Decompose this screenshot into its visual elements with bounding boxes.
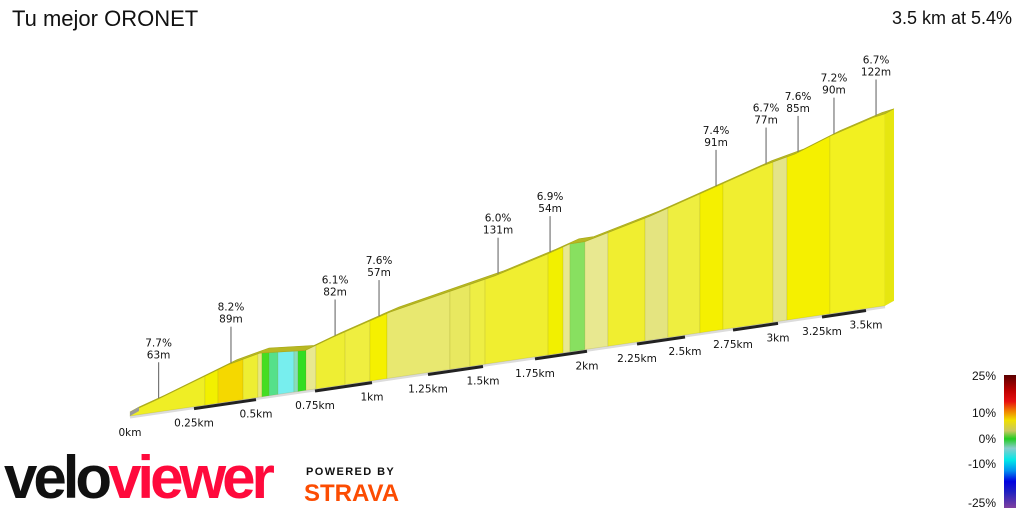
gradient-band (772, 156, 788, 323)
axis-tick-segment (193, 398, 257, 411)
annotation-gradient: 7.7% (145, 337, 172, 349)
strava-logo[interactable]: STRAVA (304, 480, 400, 507)
gradient-band (293, 350, 299, 393)
gradient-band (484, 253, 549, 365)
gradient-band (129, 375, 206, 417)
gradient-band (261, 352, 270, 398)
gradient-band (562, 243, 571, 354)
gradient-band (547, 246, 564, 356)
annotation-gradient: 6.7% (753, 103, 780, 115)
gradient-band (277, 350, 295, 395)
annotation-length: 77m (754, 115, 778, 127)
legend-label: 10% (972, 406, 996, 420)
axis-tick-segment (636, 335, 686, 346)
gradient-band (829, 113, 886, 315)
gradient-band (257, 352, 263, 398)
gradient-band (217, 358, 244, 404)
axis-tick-segment (314, 381, 373, 393)
gradient-band (667, 193, 701, 338)
gradient-band (469, 278, 486, 367)
annotation-gradient: 6.9% (537, 191, 564, 203)
axis-tick-segment (821, 309, 867, 319)
gradient-legend-bar (1004, 375, 1016, 508)
gradient-band (297, 349, 307, 392)
annotation-gradient: 6.0% (485, 213, 512, 225)
veloviewer-logo[interactable]: veloviewer (4, 448, 275, 508)
gradient-band (722, 161, 774, 330)
profile-top-face (129, 108, 895, 413)
axis-tick-segment (732, 321, 779, 332)
distance-tick-label: 1.5km (466, 375, 499, 387)
legend-label: -10% (968, 457, 996, 471)
distance-tick-labels: 0km 0.25km 0.5km 0.75km 1km 1.25km 1.5km 1.75km… (119, 320, 883, 439)
legend-label: 25% (972, 369, 996, 383)
gradient-band (315, 331, 346, 390)
annotation-gradient: 6.7% (863, 55, 890, 67)
logo-viewer: viewer (108, 444, 275, 511)
distance-tick-label: 2.25km (617, 353, 657, 365)
climb-annotations: 7.7%63m8.2%89m6.1%82m7.6%57m6.0%131m6.9%… (145, 55, 891, 399)
annotation-gradient: 7.6% (785, 91, 812, 103)
profile-top-surface (129, 108, 895, 416)
gradient-bands (129, 108, 895, 417)
distance-tick-label: 3.5km (849, 320, 882, 332)
logo-velo: velo (4, 444, 112, 511)
route-summary: 3.5 km at 5.4% (891, 8, 1012, 28)
powered-by-label: POWERED BY (306, 466, 396, 478)
legend-label: -25% (968, 496, 996, 510)
annotation-length: 82m (323, 286, 347, 298)
distance-tick-label: 0km (119, 427, 142, 439)
annotation-length: 90m (822, 85, 846, 97)
legend-label: 0% (979, 432, 997, 446)
distance-tick-label: 1.75km (515, 368, 555, 380)
annotation-length: 63m (147, 349, 171, 361)
distance-tick-label: 3.25km (802, 326, 842, 338)
annotation-length: 57m (367, 267, 391, 279)
axis-tick-segment (534, 349, 588, 361)
annotation-gradient: 8.2% (218, 302, 245, 314)
gradient-band (584, 232, 609, 351)
annotation-length: 85m (786, 103, 810, 115)
route-title: Tu mejor ORONET (12, 6, 199, 31)
annotation-gradient: 7.2% (821, 73, 848, 85)
annotation-length: 122m (861, 67, 891, 79)
annotation-gradient: 6.1% (322, 274, 349, 286)
gradient-band (644, 207, 669, 342)
gradient-band (699, 182, 724, 334)
gradient-band (369, 312, 388, 382)
gradient-band (305, 344, 317, 391)
distance-tick-label: 2km (576, 360, 599, 372)
distance-tick-label: 1.25km (408, 383, 448, 395)
distance-tick-label: 3km (767, 332, 790, 344)
axis-tick-segment (427, 364, 484, 376)
gradient-band (268, 351, 279, 397)
gradient-legend: 25% 10% 0% -10% -25% (968, 369, 1016, 510)
gradient-band (242, 353, 259, 400)
distance-tick-label: 0.25km (174, 418, 214, 430)
gradient-band (607, 217, 646, 347)
annotation-length: 91m (704, 137, 728, 149)
profile-end-face (885, 108, 895, 306)
gradient-band (449, 283, 471, 370)
annotation-gradient: 7.6% (366, 255, 393, 267)
distance-tick-label: 0.5km (239, 409, 272, 421)
distance-tick-label: 0.75km (295, 400, 335, 412)
distance-tick-label: 2.75km (713, 339, 753, 351)
profile-start-face (130, 407, 139, 416)
annotation-length: 89m (219, 314, 243, 326)
gradient-band (569, 241, 586, 353)
distance-tick-label: 1km (361, 392, 384, 404)
annotation-length: 131m (483, 225, 513, 237)
distance-tick-label: 2.5km (668, 346, 701, 358)
annotation-length: 54m (538, 203, 562, 215)
gradient-band (386, 290, 451, 379)
gradient-band (786, 135, 831, 321)
annotation-gradient: 7.4% (703, 125, 730, 137)
